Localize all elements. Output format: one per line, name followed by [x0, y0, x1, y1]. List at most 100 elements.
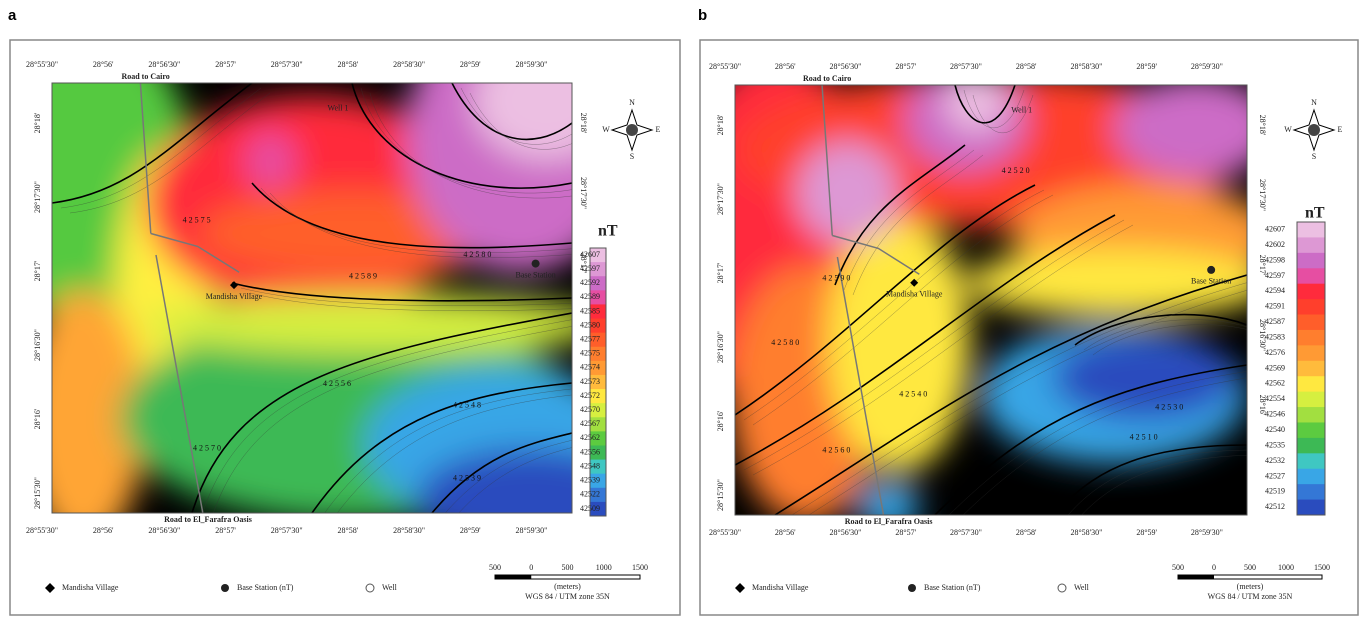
longitude-label: 28°58'30" — [393, 526, 425, 535]
contour-line — [934, 364, 1247, 515]
contour-line — [1054, 444, 1247, 515]
longitude-label: 28°55'30" — [709, 62, 741, 71]
key-label: Mandisha Village — [62, 583, 119, 592]
legend-value: 42532 — [1265, 456, 1285, 465]
legend-value: 42583 — [1265, 332, 1285, 341]
map-border — [51, 82, 573, 514]
color-field — [52, 83, 572, 513]
contour-line — [735, 214, 1116, 466]
legend-swatch — [590, 248, 606, 263]
contour-line — [260, 187, 572, 253]
legend-value: 42569 — [1265, 363, 1285, 372]
contour-line — [337, 394, 572, 513]
legend-swatch — [1297, 237, 1325, 254]
contour-label: 42575 — [183, 215, 213, 224]
scale-tick: 0 — [1212, 563, 1216, 572]
contour-line — [240, 287, 572, 307]
legend-value: 42554 — [1265, 394, 1285, 403]
legend-swatch — [1297, 360, 1325, 377]
legend-swatch — [1297, 499, 1325, 516]
contour-line — [743, 219, 1125, 471]
legend-swatch — [1297, 252, 1325, 269]
contour-map — [735, 85, 1247, 515]
latitude-label: 28°16' — [1258, 395, 1267, 416]
latitude-label: 28°16'30" — [1258, 319, 1267, 351]
road-north: Road to Cairo — [803, 74, 851, 83]
compass-letter: E — [1338, 125, 1343, 134]
scale-tick: 1000 — [596, 563, 612, 572]
contour-line — [324, 388, 572, 513]
contour-label: 42580 — [771, 338, 801, 347]
key-label: Well — [1074, 583, 1090, 592]
village-marker — [910, 278, 919, 287]
legend-swatch — [1297, 407, 1325, 423]
key-village — [735, 583, 745, 593]
key-label: Base Station (nT) — [237, 583, 294, 592]
scale-tick: 0 — [529, 563, 533, 572]
panel-letter: b — [698, 7, 707, 24]
legend-swatch — [590, 473, 606, 489]
color-zone — [857, 480, 920, 515]
contour-label: 42590 — [822, 273, 852, 282]
village-label: Mandisha Village — [206, 292, 263, 301]
legend-value: 42602 — [1265, 240, 1285, 249]
latitude-label: 28°17'30" — [579, 177, 588, 209]
legend-value: 42587 — [1265, 317, 1285, 326]
longitude-label: 28°57' — [895, 528, 916, 537]
contour-line — [445, 439, 572, 513]
road-south: Road to El_Farafra Oasis — [164, 515, 252, 524]
longitude-label: 28°58' — [338, 60, 359, 69]
color-zone — [944, 85, 1007, 133]
color-zone — [140, 293, 572, 354]
base-label: Base Station — [515, 270, 555, 279]
contour-label: 42589 — [349, 271, 379, 280]
contour-line — [752, 224, 1134, 476]
road — [139, 83, 240, 513]
legend-value: 42546 — [1265, 410, 1285, 419]
scale-tick: 1000 — [1278, 563, 1294, 572]
latitude-label: 28°16'30" — [33, 329, 42, 361]
village-marker — [230, 281, 238, 290]
longitude-label: 28°55'30" — [26, 60, 58, 69]
latitude-label: 28°16'30" — [716, 331, 725, 363]
latitude-label: 28°16' — [33, 408, 42, 429]
compass-letter: S — [1312, 152, 1316, 161]
key-village — [45, 583, 55, 593]
contour-line — [735, 184, 1036, 416]
well-label: Well 1 — [328, 104, 349, 113]
latitude-label: 28°17'30" — [1258, 179, 1267, 211]
contour-line — [1074, 313, 1247, 346]
legend-swatch — [1297, 391, 1325, 408]
longitude-label: 28°55'30" — [709, 528, 741, 537]
contour-line — [852, 154, 984, 296]
longitude-label: 28°59'30" — [1191, 62, 1223, 71]
latitude-label: 28°17'30" — [33, 181, 42, 213]
legend-value: 42562 — [1265, 379, 1285, 388]
contour-line — [431, 432, 572, 513]
road-north: Road to Cairo — [121, 72, 169, 81]
legend-unit: nT — [598, 223, 618, 240]
compass-center — [1308, 124, 1320, 136]
legend-swatch — [1297, 268, 1325, 285]
scale-tick: 500 — [1244, 563, 1256, 572]
base-marker — [531, 259, 540, 268]
longitude-label: 28°58' — [338, 526, 359, 535]
color-field — [735, 85, 1247, 515]
legend-swatch — [590, 417, 606, 432]
compass-letter: N — [1311, 98, 1317, 107]
contour-line — [1067, 449, 1247, 515]
contour-line — [962, 377, 1247, 515]
legend-swatch — [590, 431, 606, 446]
contour-line — [351, 83, 572, 189]
latitude-label: 28°15'30" — [716, 479, 725, 511]
legend-swatch — [1297, 314, 1325, 331]
scale-unit: (meters) — [554, 582, 581, 591]
scale-unit: (meters) — [1237, 582, 1264, 591]
contour-line — [60, 87, 262, 209]
contour-line — [752, 194, 1054, 426]
longitude-label: 28°59'30" — [515, 60, 547, 69]
map-panel: b 42580 42590 42560 42540 42510 42530 42520 Mand… — [698, 7, 1359, 616]
longitude-label: 28°56'30" — [830, 62, 862, 71]
legend-swatch — [1297, 283, 1325, 300]
